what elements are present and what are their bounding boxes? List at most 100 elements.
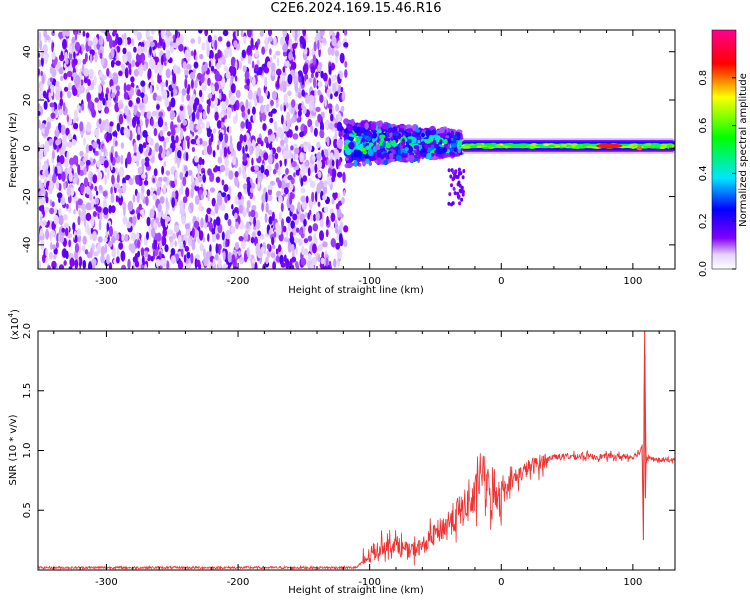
heatmap-cell (234, 175, 239, 187)
heatmap-cell (48, 138, 54, 146)
heatmap-cell (117, 37, 123, 46)
heatmap-cell (476, 145, 482, 148)
heatmap-cell (267, 194, 273, 202)
heatmap-cell (133, 104, 138, 116)
heatmap-cell (348, 120, 352, 125)
heatmap-cell (153, 194, 158, 201)
heatmap-cell (348, 133, 353, 137)
heatmap-cell (301, 89, 306, 97)
heatmap-cell (251, 60, 255, 69)
heatmap-cell (160, 81, 166, 88)
heatmap-cell (71, 139, 77, 146)
heatmap-cell (297, 91, 302, 99)
heatmap-cell (92, 211, 97, 217)
colorbar-tick-label: 0.8 (698, 70, 709, 86)
heatmap-cell (184, 69, 189, 76)
heatmap-cell (334, 50, 339, 57)
heatmap-cell (290, 145, 294, 151)
heatmap-cell (166, 260, 170, 269)
heatmap-cell (55, 126, 59, 132)
heatmap-cell (66, 90, 72, 99)
heatmap-cell (259, 30, 264, 37)
heatmap-cell (108, 262, 113, 269)
heatmap-cell (313, 233, 317, 243)
heatmap-cell (158, 176, 163, 182)
heatmap-cell (382, 152, 390, 158)
heatmap-cell (72, 222, 76, 231)
heatmap-cell (313, 127, 318, 137)
heatmap-cell (275, 222, 280, 230)
heatmap-cell (56, 233, 59, 243)
heatmap-cell (439, 133, 445, 138)
heatmap-cell (195, 54, 198, 61)
heatmap-cell (189, 72, 196, 80)
heatmap-cell (196, 110, 200, 120)
heatmap-cell (221, 102, 227, 111)
heatmap-cell (519, 146, 526, 149)
heatmap-cell (145, 117, 149, 129)
heatmap-cell (210, 210, 214, 216)
x-tick-label: 100 (623, 276, 642, 287)
heatmap-cell (270, 252, 276, 258)
heatmap-cell (126, 154, 132, 165)
heatmap-cell (46, 121, 51, 130)
heatmap-cell (77, 164, 81, 176)
heatmap-cell (294, 125, 299, 131)
heatmap-cell (304, 161, 309, 167)
heatmap-cell (194, 195, 200, 205)
heatmap-cell (338, 131, 343, 138)
heatmap-cell (106, 222, 110, 232)
heatmap-cell (290, 204, 295, 213)
heatmap-cell (246, 133, 250, 141)
heatmap-cell (312, 77, 317, 89)
heatmap-cell (116, 247, 120, 256)
heatmap-cell (141, 208, 145, 219)
heatmap-cell (136, 97, 141, 104)
heatmap-cell (202, 248, 206, 258)
heatmap-cell (300, 257, 307, 266)
colorbar-tick-label: 0.2 (698, 213, 709, 229)
heatmap-cell (319, 129, 325, 139)
heatmap-cell (280, 262, 286, 268)
heatmap-cell (114, 183, 120, 189)
heatmap-cell (242, 146, 245, 155)
heatmap-cell (229, 134, 233, 145)
heatmap-cell (92, 36, 98, 46)
heatmap-cell (337, 112, 342, 123)
heatmap-cell (316, 152, 322, 161)
heatmap-cell (342, 171, 346, 183)
heatmap-cell (45, 34, 50, 41)
heatmap-cell (314, 191, 318, 203)
heatmap-cell (165, 68, 171, 79)
heatmap-cell (298, 238, 303, 247)
heatmap-cell (62, 102, 66, 112)
heatmap-cell (376, 152, 382, 158)
heatmap-cell (406, 128, 414, 133)
heatmap-cell (174, 30, 178, 39)
heatmap-cell (49, 180, 54, 189)
heatmap-cell (312, 103, 316, 113)
heatmap-cell (204, 30, 209, 37)
heatmap-cell (115, 195, 119, 203)
heatmap-cell (149, 84, 153, 94)
x-tick-label: -200 (227, 276, 250, 287)
heatmap-cell (289, 235, 295, 244)
heatmap-cell (387, 127, 395, 133)
heatmap-cell (244, 71, 250, 80)
heatmap-cell (269, 48, 272, 56)
heatmap-cell (157, 42, 160, 49)
heatmap-cell (257, 87, 262, 97)
y-tick-label: 2.0 (22, 323, 33, 339)
heatmap-cell (184, 245, 190, 252)
heatmap-cell (344, 60, 348, 68)
heatmap-cell (448, 192, 452, 197)
heatmap-cell (299, 35, 305, 45)
heatmap-cell (318, 243, 323, 251)
heatmap-cell (115, 60, 121, 66)
heatmap-cell (190, 79, 194, 89)
heatmap-cell (312, 214, 317, 222)
heatmap-cell (481, 146, 490, 149)
heatmap-cell (213, 219, 217, 228)
heatmap-cell (278, 211, 282, 223)
heatmap-cell (66, 114, 70, 123)
